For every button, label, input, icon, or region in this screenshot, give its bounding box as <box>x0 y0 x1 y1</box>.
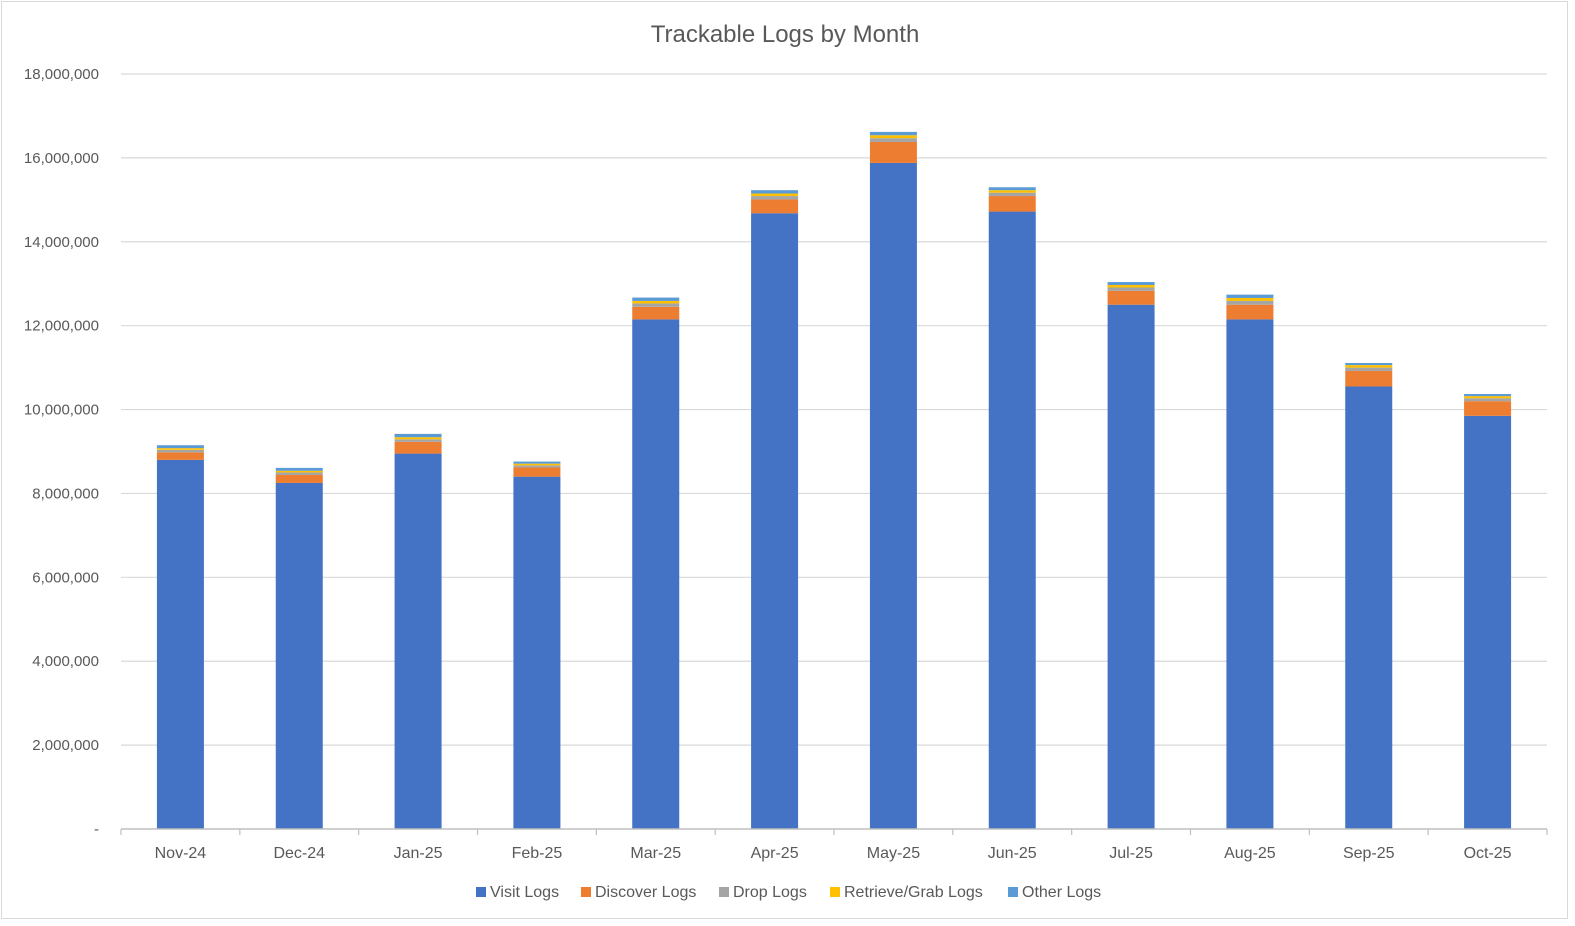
bar-segment <box>988 187 1036 191</box>
bar-segment <box>1226 304 1274 320</box>
bar-segment <box>513 467 561 477</box>
bar-segment <box>869 162 917 829</box>
x-tick-label: Apr-25 <box>751 845 799 862</box>
bar-segment <box>394 439 442 442</box>
legend-label: Visit Logs <box>490 884 559 901</box>
y-tick-label: - <box>94 821 99 838</box>
bar-segment <box>632 306 680 320</box>
legend-label: Drop Logs <box>733 884 807 901</box>
bar-segment <box>275 470 323 473</box>
x-tick-label: Jun-25 <box>988 845 1037 862</box>
bar-segment <box>1226 319 1274 829</box>
bar-segment <box>513 463 561 466</box>
x-tick-label: Oct-25 <box>1464 845 1512 862</box>
bar-segment <box>394 433 442 438</box>
x-tick-label: Nov-24 <box>155 845 207 862</box>
bar-segment <box>1226 297 1274 301</box>
y-tick-label: 18,000,000 <box>24 66 99 83</box>
y-tick-label: 8,000,000 <box>32 485 99 502</box>
legend-label: Discover Logs <box>595 884 696 901</box>
bar-segment <box>1107 287 1155 291</box>
bar-segment <box>394 437 442 440</box>
bar-segment <box>1226 294 1274 298</box>
legend-label: Other Logs <box>1022 884 1101 901</box>
bar-segment <box>513 476 561 829</box>
bar-segment <box>1345 367 1393 371</box>
y-tick-label: 10,000,000 <box>24 402 99 419</box>
bar-segment <box>632 319 680 829</box>
bar-segment <box>1345 362 1393 366</box>
bar-segment <box>1107 290 1155 305</box>
bar-segment <box>1345 365 1393 368</box>
bar-segment <box>156 449 204 453</box>
y-tick-label: 2,000,000 <box>32 737 99 754</box>
y-axis-ticks: - 2,000,000 4,000,000 6,000,000 8,000,000 10,… <box>24 66 99 838</box>
legend-swatch <box>581 887 591 897</box>
legend: Visit Logs Discover Logs Drop Logs Retrieve… <box>476 884 1101 901</box>
bar-segment <box>513 465 561 468</box>
bar-segment <box>869 135 917 139</box>
legend-label: Retrieve/Grab Logs <box>844 884 983 901</box>
x-tick-label: Jan-25 <box>394 845 443 862</box>
bar-segment <box>988 211 1036 830</box>
bar-segment <box>988 190 1036 193</box>
bar-segment <box>1345 370 1393 387</box>
bar-segment <box>869 138 917 142</box>
x-tick-label: Sep-25 <box>1343 845 1395 862</box>
bar-segment <box>1107 304 1155 829</box>
gridlines <box>121 73 1547 746</box>
bar-segment <box>1226 300 1274 305</box>
x-tick-label: May-25 <box>867 845 920 862</box>
bar-segment <box>1107 284 1155 288</box>
bar-segment <box>275 472 323 475</box>
legend-swatch <box>719 887 729 897</box>
legend-swatch <box>830 887 840 897</box>
bar-segment <box>1464 398 1512 402</box>
bar-segment <box>751 196 799 200</box>
bar-segment <box>632 300 680 304</box>
x-axis: Nov-24 Dec-24 Jan-25 Feb-25 Mar-25 Apr-25 May-… <box>120 828 1548 862</box>
bar-segment <box>869 131 917 136</box>
y-tick-label: 16,000,000 <box>24 150 99 167</box>
bar-segment <box>988 192 1036 197</box>
chart-title: Trackable Logs by Month <box>651 21 920 48</box>
bar-segment <box>751 199 799 214</box>
bar-segment <box>394 441 442 454</box>
bar-segment <box>1464 401 1512 416</box>
legend-swatch <box>476 887 486 897</box>
x-tick-label: Aug-25 <box>1224 845 1276 862</box>
bar-segment <box>156 452 204 460</box>
y-tick-label: 6,000,000 <box>32 569 99 586</box>
bar-segment <box>156 448 204 450</box>
bar-segment <box>1464 394 1512 397</box>
x-tick-label: Feb-25 <box>512 845 563 862</box>
legend-swatch <box>1008 887 1018 897</box>
bar-segment <box>988 196 1036 212</box>
x-tick-label: Jul-25 <box>1109 845 1153 862</box>
bar-segment <box>1345 386 1393 829</box>
bar-segment <box>156 445 204 449</box>
bars <box>156 131 1512 830</box>
bar-segment <box>394 453 442 829</box>
y-tick-label: 12,000,000 <box>24 318 99 335</box>
bar-segment <box>275 467 323 471</box>
x-tick-label: Dec-24 <box>273 845 325 862</box>
bar-segment <box>1464 415 1512 829</box>
bar-segment <box>1107 282 1155 285</box>
bar-segment <box>1464 396 1512 399</box>
bar-segment <box>632 297 680 301</box>
bar-segment <box>632 303 680 307</box>
bar-segment <box>751 190 799 194</box>
bar-segment <box>275 482 323 829</box>
bar-segment <box>275 474 323 483</box>
y-tick-label: 14,000,000 <box>24 234 99 251</box>
bar-segment <box>751 213 799 829</box>
bar-segment <box>869 141 917 163</box>
bar-segment <box>156 459 204 829</box>
bar-segment <box>513 461 561 464</box>
y-tick-label: 4,000,000 <box>32 653 99 670</box>
bar-segment <box>751 193 799 197</box>
x-tick-label: Mar-25 <box>630 845 681 862</box>
